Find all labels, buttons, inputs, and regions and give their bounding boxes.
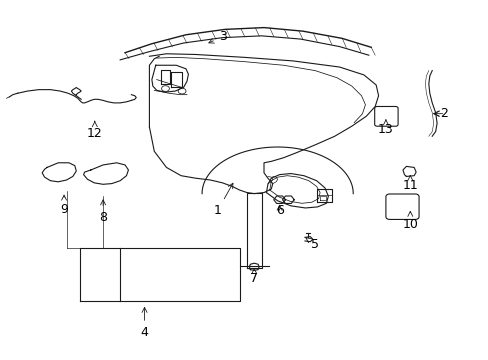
- Text: 11: 11: [402, 176, 417, 192]
- Text: 1: 1: [213, 183, 232, 217]
- Text: 4: 4: [141, 307, 148, 339]
- Text: 6: 6: [275, 204, 283, 217]
- Text: 12: 12: [87, 121, 102, 140]
- Text: 8: 8: [99, 200, 107, 224]
- Text: 7: 7: [250, 269, 258, 285]
- Text: 13: 13: [377, 120, 393, 136]
- Text: 3: 3: [208, 30, 226, 43]
- Text: 10: 10: [402, 211, 417, 231]
- Text: 5: 5: [305, 238, 319, 251]
- Text: 2: 2: [433, 107, 447, 120]
- Text: 9: 9: [60, 195, 68, 216]
